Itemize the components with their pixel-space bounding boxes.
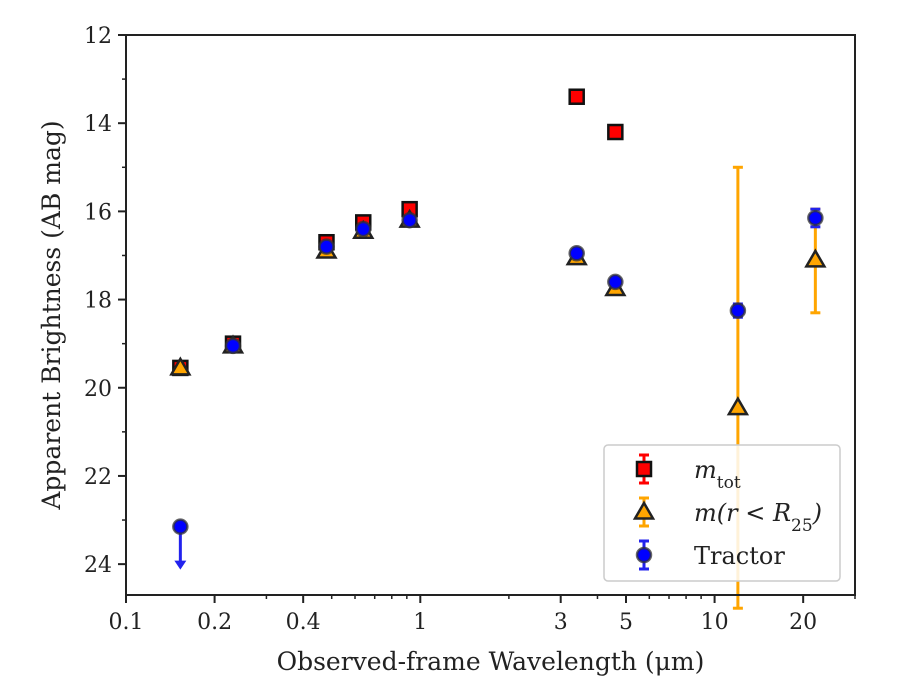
data-point <box>726 396 750 416</box>
y-tick-label: 16 <box>84 200 112 225</box>
y-tick-label: 22 <box>84 465 112 490</box>
series-2 <box>172 207 824 570</box>
x-tick-label: 0.2 <box>197 610 232 635</box>
data-point <box>729 302 747 319</box>
x-tick-label: 20 <box>789 610 817 635</box>
legend-box <box>603 444 841 582</box>
x-tick-label: 0.4 <box>286 610 321 635</box>
legend: mtot m(r < R25) Tractor <box>603 444 841 582</box>
legend-marker <box>635 546 653 564</box>
plot-area <box>169 88 827 610</box>
data-point <box>172 518 189 535</box>
x-tick-label: 3 <box>554 610 568 635</box>
legend-label: m(r < R25) <box>694 499 822 536</box>
legend-label: Tractor <box>694 542 785 570</box>
data-point <box>568 88 585 105</box>
y-tick-label: 12 <box>84 24 112 49</box>
data-point <box>355 220 372 238</box>
data-point <box>318 238 335 255</box>
legend-label: mtot <box>694 456 741 493</box>
legend-entry-1: m(r < R25) <box>632 496 822 536</box>
data-point <box>169 356 192 376</box>
legend-entry-2: Tractor <box>635 539 785 571</box>
data-point <box>804 248 827 268</box>
legend-marker <box>635 460 653 478</box>
data-point <box>224 337 242 355</box>
x-tick-label: 5 <box>619 610 633 635</box>
legend-marker <box>632 500 656 520</box>
y-tick-label: 24 <box>84 553 112 578</box>
plot-frame <box>125 34 856 596</box>
axes: 12 14 16 18 20 22 24 0.1 0.2 0.4 1 3 5 10 20 <box>84 24 856 635</box>
y-tick-label: 14 <box>84 112 112 137</box>
y-axis-label: Apparent Brightness (AB mag) <box>37 120 66 510</box>
x-tick-label: 0.1 <box>109 610 144 635</box>
y-tick-label: 18 <box>84 289 112 314</box>
upper-limit-arrowhead <box>174 560 187 570</box>
data-point <box>607 123 624 141</box>
x-axis-label: Observed-frame Wavelength (μm) <box>277 647 705 676</box>
data-point <box>607 273 624 291</box>
data-point <box>568 245 585 262</box>
x-tick-label: 1 <box>413 610 427 635</box>
y-tick-label: 20 <box>84 377 112 402</box>
legend-entry-0: mtot <box>635 453 741 493</box>
x-tick-label: 10 <box>701 610 729 635</box>
data-point <box>401 211 418 229</box>
data-point <box>807 209 824 227</box>
series-0 <box>172 88 624 377</box>
